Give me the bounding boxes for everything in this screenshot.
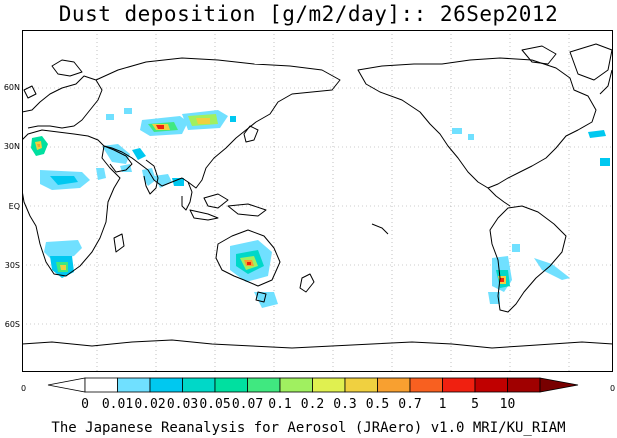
lat-label-eq: EQ bbox=[8, 202, 20, 211]
color-scale-box bbox=[442, 377, 476, 393]
color-scale-box bbox=[117, 377, 151, 393]
color-scale-box bbox=[279, 377, 313, 393]
map-title: Dust deposition [g/m2/day]:: 26Sep2012 bbox=[58, 2, 559, 26]
dust-region-gobi bbox=[106, 108, 236, 130]
color-scale-box bbox=[182, 377, 216, 393]
dust-region-arabia bbox=[102, 144, 146, 172]
color-scale-box bbox=[312, 377, 346, 393]
color-scale-boxes bbox=[84, 377, 541, 393]
colorbar-right-end-label: 0 bbox=[610, 384, 616, 393]
color-scale-label: 0.2 bbox=[300, 397, 325, 412]
color-scale-label: 0.02 bbox=[134, 397, 166, 412]
coastlines bbox=[22, 43, 613, 349]
color-scale-label: 0.03 bbox=[166, 397, 199, 412]
dust-region-taklamakan bbox=[140, 116, 188, 136]
colorbar-left-end-label: 0 bbox=[21, 384, 27, 393]
color-scale-label: 0.7 bbox=[398, 397, 422, 412]
color-scale-box bbox=[214, 377, 248, 393]
color-scale-box bbox=[409, 377, 443, 393]
color-scale-box bbox=[247, 377, 281, 393]
color-scale-box bbox=[344, 377, 378, 393]
color-scale-label: 0 bbox=[81, 397, 89, 412]
color-scale-bar bbox=[47, 377, 579, 393]
color-scale-label: 0.1 bbox=[268, 397, 292, 412]
color-scale-label: 0.01 bbox=[101, 397, 134, 412]
dust-region-sahara bbox=[31, 136, 106, 190]
color-scale-label: 10 bbox=[499, 397, 516, 412]
lat-label-30n: 30N bbox=[3, 142, 20, 151]
color-scale-label: 0.5 bbox=[365, 397, 390, 412]
gridlines bbox=[22, 30, 613, 372]
color-scale-box bbox=[377, 377, 411, 393]
color-scale-box bbox=[507, 377, 541, 393]
color-scale-box bbox=[474, 377, 508, 393]
color-scale-box bbox=[149, 377, 183, 393]
color-scale-label: 5 bbox=[471, 397, 479, 412]
world-map bbox=[22, 30, 613, 372]
color-scale-label: 0.3 bbox=[333, 397, 357, 412]
dust-region-australia bbox=[230, 240, 278, 308]
dust-region-kalahari bbox=[44, 240, 82, 278]
dust-region-north-america bbox=[452, 128, 610, 252]
lat-label-60s: 60S bbox=[4, 320, 20, 329]
lat-label-60n: 60N bbox=[3, 83, 20, 92]
color-scale-box bbox=[84, 377, 118, 393]
color-scale-label: 1 bbox=[438, 397, 447, 412]
lat-label-30s: 30S bbox=[4, 261, 20, 270]
attribution-footer: The Japanese Reanalysis for Aerosol (JRA… bbox=[51, 420, 566, 436]
color-scale-label: 0.05 bbox=[199, 397, 231, 412]
color-scale-label: 0.07 bbox=[231, 397, 264, 412]
